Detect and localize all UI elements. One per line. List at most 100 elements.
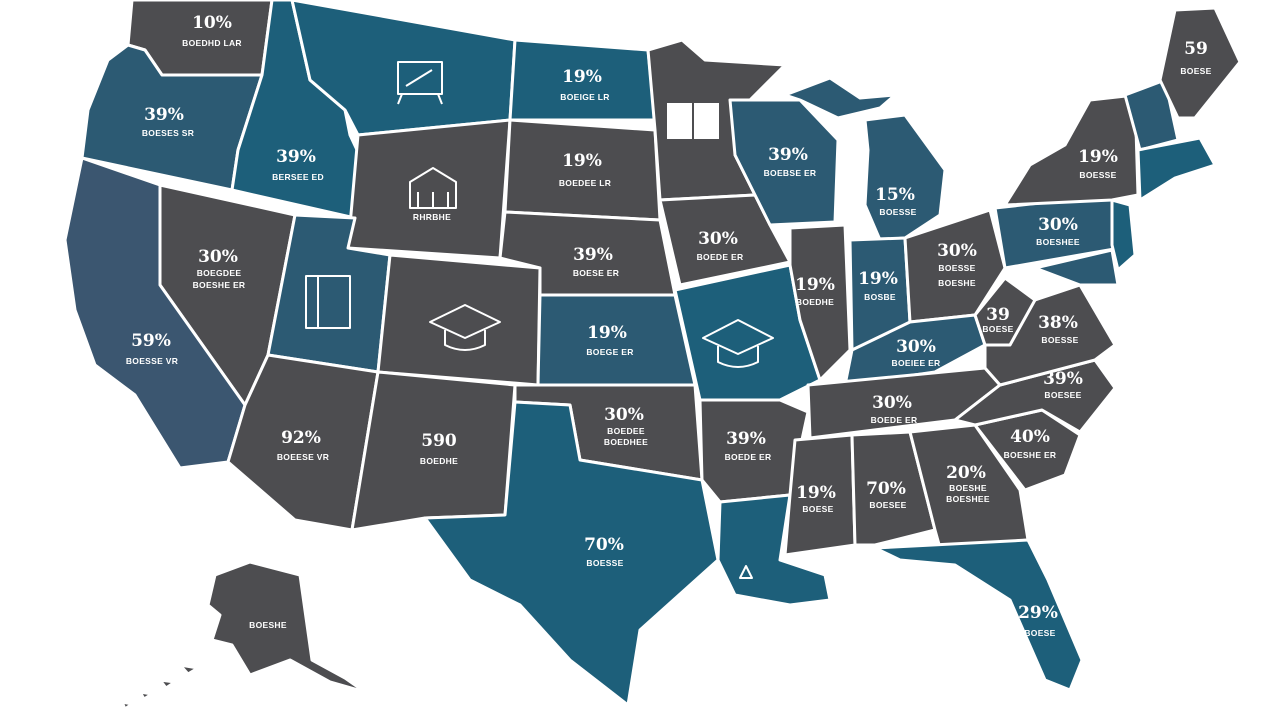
- label-sub-id: BERSEE ED: [272, 172, 324, 182]
- label-sub-pa: BOESHEE: [1036, 237, 1080, 247]
- open-book-icon: [665, 101, 721, 141]
- label-value-ca: 59%: [131, 331, 171, 351]
- state-wisconsin[interactable]: [728, 98, 840, 227]
- label-value-ny: 19%: [1078, 147, 1118, 167]
- label-sub-il: BOEDHE: [796, 297, 834, 307]
- label-value-tx: 70%: [584, 535, 624, 555]
- label-sub-nd: BOEIGE LR: [560, 92, 609, 102]
- label-sub-me: BOESE: [1180, 66, 1211, 76]
- state-iowa[interactable]: [658, 193, 792, 287]
- label-sub-ny: BOESSE: [1079, 170, 1116, 180]
- label-value-al: 70%: [866, 479, 906, 499]
- label-sub-ar: BOEDE ER: [725, 452, 772, 462]
- label-sub-ga: BOESHE: [949, 483, 987, 493]
- label-value-fl: 29%: [1018, 603, 1058, 623]
- label-sub-ne: BOESE ER: [573, 268, 619, 278]
- label-sub-al: BOESEE: [869, 500, 906, 510]
- label-value-ok: 30%: [604, 405, 644, 425]
- label-value-nd: 19%: [562, 67, 602, 87]
- state-new-mexico[interactable]: [350, 370, 517, 532]
- label-value-wv: 39: [986, 305, 1010, 325]
- label-value-tn: 30%: [872, 393, 912, 413]
- label-value-ms: 19%: [796, 483, 836, 503]
- label-value-or: 39%: [144, 105, 184, 125]
- label-value-nv: 30%: [198, 247, 238, 267]
- label-value-in: 19%: [858, 269, 898, 289]
- state-vermont-nh[interactable]: [1123, 78, 1180, 152]
- state-maryland[interactable]: [1033, 248, 1120, 287]
- label-sub-or: BOESES SR: [142, 128, 194, 138]
- state-alaska[interactable]: [206, 560, 367, 694]
- label-sub-oh-2: BOESHE: [938, 278, 976, 288]
- label-value-me: 59: [1184, 39, 1208, 59]
- label-value-ia: 30%: [698, 229, 738, 249]
- state-maine[interactable]: [1158, 6, 1242, 120]
- label-sub-ia: BOEDE ER: [697, 252, 744, 262]
- label-value-ky: 30%: [896, 337, 936, 357]
- graduation-cap-icon: [429, 304, 501, 351]
- state-west-virginia[interactable]: [973, 276, 1037, 347]
- label-sub-tn: BOEDE ER: [871, 415, 918, 425]
- state-california[interactable]: [63, 156, 247, 470]
- notebook-icon: [305, 275, 351, 329]
- label-value-pa: 30%: [1038, 215, 1078, 235]
- label-sub-ga-2: BOESHEE: [946, 494, 990, 504]
- state-new-york[interactable]: [1003, 93, 1140, 207]
- state-alabama[interactable]: [850, 430, 937, 547]
- state-michigan[interactable]: [863, 113, 947, 242]
- state-michigan-upper[interactable]: [783, 76, 897, 120]
- label-sub-oh: BOESSE: [938, 263, 975, 273]
- state-wyoming[interactable]: [346, 118, 512, 260]
- label-sub-ca: BOESSE VR: [126, 356, 178, 366]
- label-value-ne: 39%: [573, 245, 613, 265]
- label-value-oh: 30%: [937, 241, 977, 261]
- label-sub-wv: BOESE: [982, 324, 1013, 334]
- label-value-nm: 590: [421, 431, 457, 451]
- school-building-icon: [409, 167, 457, 209]
- label-sub-wi: BOEBSE ER: [764, 168, 817, 178]
- label-sub-nv: BOEGDEE: [197, 268, 242, 278]
- label-value-sc: 40%: [1010, 427, 1050, 447]
- alaska-islands: [120, 663, 200, 711]
- state-illinois[interactable]: [788, 223, 852, 382]
- chalkboard-icon: [397, 61, 443, 105]
- label-sub-fl: BOESE: [1024, 628, 1055, 638]
- label-sub-va: BOESSE: [1041, 335, 1078, 345]
- label-sub-in: BOSBE: [864, 292, 896, 302]
- label-sub-wy: RHRBHE: [413, 212, 451, 222]
- label-value-id: 39%: [276, 147, 316, 167]
- label-sub-mi: BOESSE: [879, 207, 916, 217]
- label-value-sd: 19%: [562, 151, 602, 171]
- triangle-icon: [739, 565, 753, 579]
- label-value-nc: 39%: [1043, 369, 1083, 389]
- label-sub-ak: BOESHE: [249, 620, 287, 630]
- label-value-il: 19%: [795, 275, 835, 295]
- label-sub-nc: BOESEE: [1044, 390, 1081, 400]
- state-texas[interactable]: [423, 400, 720, 707]
- label-sub-wa: BOEDHD LAR: [182, 38, 242, 48]
- label-value-wi: 39%: [768, 145, 808, 165]
- graduation-cap-icon: [702, 319, 774, 368]
- label-value-az: 92%: [281, 428, 321, 448]
- state-ohio[interactable]: [903, 208, 1007, 324]
- state-new-jersey[interactable]: [1110, 198, 1137, 272]
- state-colorado[interactable]: [376, 253, 542, 387]
- label-sub-sd: BOEDEE LR: [559, 178, 611, 188]
- label-value-ga: 20%: [946, 463, 986, 483]
- state-florida[interactable]: [873, 538, 1084, 692]
- label-sub-sc: BOESHE ER: [1004, 450, 1057, 460]
- label-sub-ok-2: BOEDHEE: [604, 437, 648, 447]
- label-sub-az: BOEESE VR: [277, 452, 329, 462]
- label-sub-ky: BOEIEE ER: [892, 358, 941, 368]
- label-sub-tx: BOESSE: [586, 558, 623, 568]
- label-sub-ks: BOEGE ER: [586, 347, 633, 357]
- state-massachusetts[interactable]: [1136, 136, 1217, 202]
- label-value-va: 38%: [1038, 313, 1078, 333]
- label-value-mi: 15%: [875, 185, 915, 205]
- label-value-ks: 19%: [587, 323, 627, 343]
- state-virginia[interactable]: [983, 283, 1117, 387]
- label-sub-ms: BOESE: [802, 504, 833, 514]
- state-mississippi[interactable]: [783, 433, 857, 557]
- label-sub-nv-2: BOESHE ER: [193, 280, 246, 290]
